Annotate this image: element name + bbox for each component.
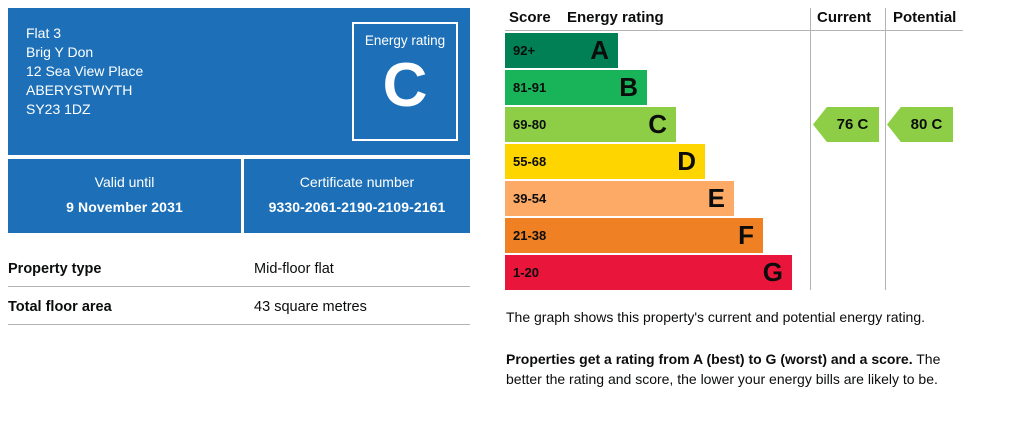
- band-letter: B: [619, 72, 638, 102]
- current-rating-value: 76 C: [836, 116, 869, 133]
- band-d: 55-68 D: [505, 144, 705, 179]
- rating-explanation: Properties get a rating from A (best) to…: [506, 349, 958, 389]
- floor-area-row: Total floor area 43 square metres: [8, 287, 470, 325]
- score-column-header: Score: [509, 9, 551, 26]
- epc-rating-chart: Score Energy rating Current Potential 92…: [505, 8, 963, 290]
- band-letter: G: [762, 257, 783, 287]
- address-line: 12 Sea View Place: [26, 63, 144, 79]
- energy-rating-box: Energy rating C: [352, 22, 458, 141]
- address-panel: Flat 3 Brig Y Don 12 Sea View Place ABER…: [8, 8, 470, 155]
- rating-explanation-rest: The better the rating and score, the low…: [506, 351, 941, 387]
- band-a: 92+ A: [505, 33, 618, 68]
- band-score: 39-54: [513, 191, 547, 206]
- potential-rating-arrow: 80 C: [887, 107, 953, 142]
- address-line: SY23 1DZ: [26, 101, 91, 117]
- band-g: 1-20 G: [505, 255, 792, 290]
- energy-rating-value: C: [382, 51, 428, 120]
- address-line: ABERYSTWYTH: [26, 82, 133, 98]
- band-score: 1-20: [513, 265, 540, 280]
- property-type-label: Property type: [8, 261, 102, 277]
- band-score: 55-68: [513, 154, 547, 169]
- header-divider: [505, 30, 963, 31]
- rating-explanation-bold: Properties get a rating from A (best) to…: [506, 351, 913, 367]
- band-letter: D: [677, 146, 696, 176]
- band-score: 69-80: [513, 117, 547, 132]
- certificate-number-label: Certificate number: [299, 174, 415, 190]
- band-letter: A: [590, 35, 609, 65]
- band-f: 21-38 F: [505, 218, 763, 253]
- current-column-header: Current: [817, 9, 872, 26]
- current-rating-arrow: 76 C: [813, 107, 879, 142]
- energy-rating-label: Energy rating: [364, 33, 446, 48]
- property-details: Property type Mid-floor flat Total floor…: [8, 249, 470, 325]
- band-letter: F: [738, 220, 754, 250]
- address-line: Brig Y Don: [26, 44, 94, 60]
- valid-until-value: 9 November 2031: [66, 199, 183, 215]
- certificate-number-value: 9330-2061-2190-2109-2161: [268, 199, 446, 215]
- band-e: 39-54 E: [505, 181, 734, 216]
- property-type-row: Property type Mid-floor flat: [8, 249, 470, 287]
- property-type-value: Mid-floor flat: [254, 261, 334, 277]
- potential-rating-value: 80 C: [910, 116, 943, 133]
- potential-column-divider: [885, 8, 886, 290]
- band-score: 21-38: [513, 228, 547, 243]
- band-letter: C: [648, 109, 667, 139]
- address-line: Flat 3: [26, 25, 62, 41]
- floor-area-value: 43 square metres: [254, 299, 367, 315]
- current-column-divider: [810, 8, 811, 290]
- valid-until-panel: Valid until 9 November 2031: [8, 159, 241, 233]
- certificate-number-panel: Certificate number 9330-2061-2190-2109-2…: [244, 159, 470, 233]
- band-c: 69-80 C: [505, 107, 676, 142]
- band-b: 81-91 B: [505, 70, 647, 105]
- band-letter: E: [707, 183, 725, 213]
- graph-caption: The graph shows this property's current …: [506, 309, 926, 325]
- floor-area-label: Total floor area: [8, 299, 112, 315]
- valid-until-label: Valid until: [94, 174, 155, 190]
- property-address: Flat 3 Brig Y Don 12 Sea View Place ABER…: [26, 24, 143, 119]
- energy-rating-column-header: Energy rating: [567, 9, 664, 26]
- band-score: 81-91: [513, 80, 547, 95]
- band-score: 92+: [513, 43, 536, 58]
- potential-column-header: Potential: [893, 9, 957, 26]
